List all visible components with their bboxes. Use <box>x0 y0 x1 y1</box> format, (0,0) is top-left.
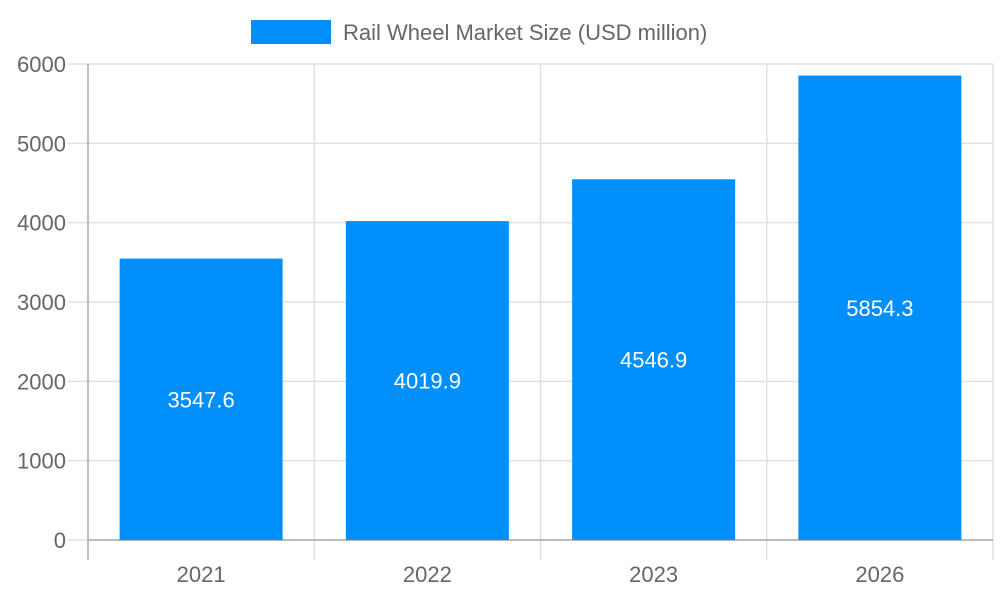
legend-swatch <box>251 20 331 44</box>
bar-2022 <box>345 221 509 540</box>
bar-2026 <box>798 75 962 540</box>
labels: 0 1000 2000 3000 4000 5000 6000 3547.6 2021 4019.… <box>17 52 913 587</box>
y-tick-label: 5000 <box>17 131 66 156</box>
data-label: 5854.3 <box>846 296 913 321</box>
x-tick-label: 2022 <box>403 562 452 587</box>
y-tick-label: 2000 <box>17 369 66 394</box>
data-label: 3547.6 <box>167 387 234 412</box>
legend-label: Rail Wheel Market Size (USD million) <box>343 20 707 45</box>
y-tick-label: 3000 <box>17 290 66 315</box>
x-tick-label: 2021 <box>177 562 226 587</box>
y-tick-label: 6000 <box>17 52 66 77</box>
y-tick-label: 4000 <box>17 211 66 236</box>
data-label: 4019.9 <box>394 369 461 394</box>
bar-2021 <box>119 258 283 540</box>
y-tick-label: 0 <box>54 528 66 553</box>
data-label: 4546.9 <box>620 348 687 373</box>
bars <box>119 75 962 540</box>
legend: Rail Wheel Market Size (USD million) <box>251 20 707 45</box>
x-tick-label: 2023 <box>629 562 678 587</box>
y-tick-label: 1000 <box>17 449 66 474</box>
bar-2023 <box>572 179 736 540</box>
x-tick-label: 2026 <box>855 562 904 587</box>
